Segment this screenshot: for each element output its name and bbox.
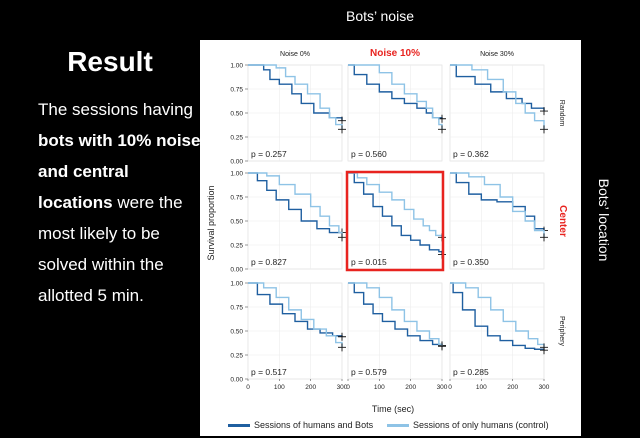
censor-mark <box>338 332 346 341</box>
result-heading: Result <box>67 46 153 77</box>
col-label: Noise 0% <box>280 51 310 58</box>
result-body-part-2: were the most likely to be solved within… <box>38 193 183 305</box>
x-tick-label: 300 <box>337 384 348 391</box>
series-line <box>248 64 343 130</box>
censor-mark <box>338 343 346 352</box>
p-value-label: p = 0.560 <box>351 149 387 159</box>
series-line <box>450 64 545 130</box>
highlight-box <box>345 170 445 272</box>
y-tick-label: 0.25 <box>230 243 243 250</box>
legend-label-bots: Sessions of humans and Bots <box>254 420 374 430</box>
p-value-label: p = 0.579 <box>351 367 387 377</box>
p-value-label: p = 0.362 <box>453 149 489 159</box>
series-line <box>248 172 343 238</box>
series-line <box>450 282 545 348</box>
p-value-label: p = 0.517 <box>251 367 287 377</box>
series-line <box>348 282 443 346</box>
series-line <box>348 64 443 130</box>
y-tick-label: 1.00 <box>230 281 243 288</box>
series-line <box>348 172 443 238</box>
censor-mark <box>540 125 548 134</box>
series-line <box>348 172 443 255</box>
x-tick-label: 300 <box>437 384 448 391</box>
result-body-part-0: The sessions having <box>38 100 193 119</box>
p-value-label: p = 0.350 <box>453 257 489 267</box>
censor-mark <box>438 342 446 351</box>
result-body-text: The sessions having bots with 10% noise … <box>38 94 208 311</box>
x-tick-label: 100 <box>274 384 285 391</box>
y-tick-label: 0.50 <box>230 329 243 336</box>
series-line <box>450 172 545 238</box>
slide-side-title: Bots’ location <box>594 150 614 290</box>
x-axis-label: Time (sec) <box>372 404 414 414</box>
legend-swatch-bots <box>228 424 250 428</box>
y-tick-label: 0.00 <box>230 159 243 166</box>
censor-mark <box>338 125 346 134</box>
x-tick-label: 200 <box>507 384 518 391</box>
series-line <box>248 172 342 234</box>
x-tick-label: 100 <box>374 384 385 391</box>
x-tick-label: 200 <box>305 384 316 391</box>
y-tick-label: 0.75 <box>230 87 243 94</box>
censor-mark <box>540 343 548 352</box>
series-line <box>248 282 343 337</box>
x-tick-label: 0 <box>448 384 452 391</box>
result-body-part-1: bots with 10% noise and central location… <box>38 131 201 212</box>
legend-swatch-control <box>387 424 409 428</box>
x-tick-label: 100 <box>476 384 487 391</box>
legend-item-bots: Sessions of humans and Bots <box>228 420 373 430</box>
y-tick-label: 0.00 <box>230 267 243 274</box>
row-label: Center <box>557 205 568 237</box>
p-value-label: p = 0.257 <box>251 149 287 159</box>
y-tick-label: 0.00 <box>230 377 243 384</box>
y-tick-label: 1.00 <box>230 171 243 178</box>
row-label: Periphery <box>558 316 565 346</box>
censor-mark <box>338 233 346 242</box>
survival-plot-grid: Noise 0% Noise 10% Noise 30% Random Center Pe… <box>206 48 568 414</box>
censor-mark <box>438 125 446 134</box>
censor-mark <box>338 116 346 125</box>
side-title-text: Bots’ location <box>596 178 612 262</box>
legend-label-control: Sessions of only humans (control) <box>413 420 549 430</box>
y-tick-label: 1.00 <box>230 63 243 70</box>
series-line <box>450 282 545 351</box>
censor-mark <box>540 233 548 242</box>
y-axis-label: Survival proportion <box>206 185 216 260</box>
legend-item-control: Sessions of only humans (control) <box>387 420 549 430</box>
col-label: Noise 10% <box>370 48 420 59</box>
survival-figure: Noise 0% Noise 10% Noise 30% Random Center Pe… <box>200 40 581 436</box>
slide-top-title: Bots’ noise <box>346 8 414 24</box>
series-line <box>348 282 443 347</box>
p-value-label: p = 0.285 <box>453 367 489 377</box>
y-tick-label: 0.25 <box>230 353 243 360</box>
x-tick-label: 200 <box>405 384 416 391</box>
y-tick-label: 0.25 <box>230 135 243 142</box>
x-tick-label: 300 <box>539 384 550 391</box>
y-tick-label: 0.75 <box>230 305 243 312</box>
y-tick-label: 0.50 <box>230 111 243 118</box>
y-tick-label: 0.50 <box>230 219 243 226</box>
y-tick-label: 0.75 <box>230 195 243 202</box>
series-line <box>248 282 343 348</box>
x-tick-label: 0 <box>246 384 250 391</box>
p-value-label: p = 0.015 <box>351 257 387 267</box>
row-label: Random <box>558 100 565 127</box>
col-label: Noise 30% <box>480 51 514 58</box>
x-tick-label: 0 <box>346 384 350 391</box>
p-value-label: p = 0.827 <box>251 257 287 267</box>
censor-mark <box>540 107 548 116</box>
